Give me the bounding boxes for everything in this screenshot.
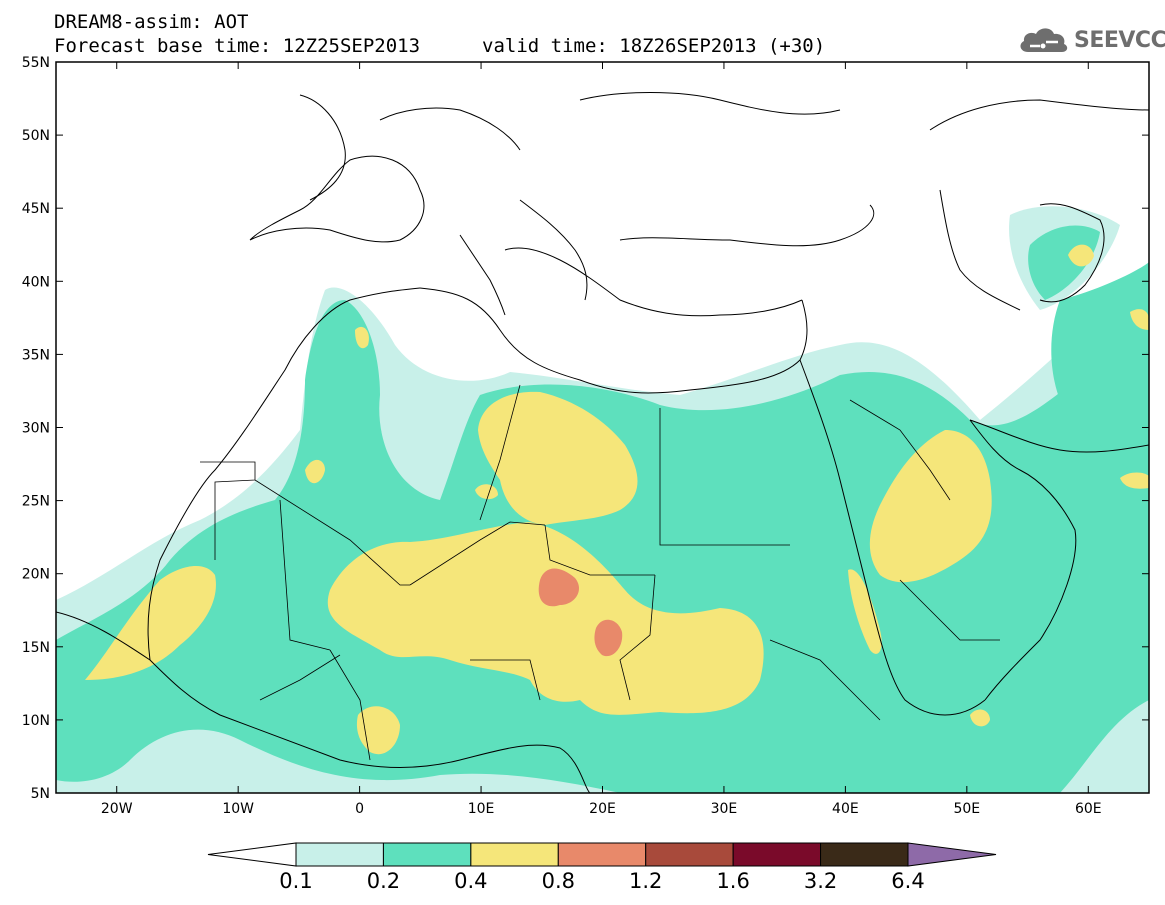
aot-band-0.4-caspian bbox=[1068, 244, 1094, 267]
colorbar-label: 0.8 bbox=[542, 869, 575, 893]
aot-band-0.8-chad-south bbox=[594, 619, 623, 657]
lat-tick-label: 55N bbox=[22, 55, 50, 71]
colorbar-under-arrow bbox=[207, 842, 297, 867]
latitude-axis: 55N 50N 45N 40N 35N 30N 25N 20N 15N 10N 5N bbox=[22, 55, 1149, 802]
valid-time: valid time: 18Z26SEP2013 (+30) bbox=[482, 35, 826, 57]
colorbar-box bbox=[820, 842, 909, 867]
colorbar-box bbox=[382, 842, 472, 867]
aot-band-0.2-caspian bbox=[1028, 225, 1100, 300]
lat-tick-label: 35N bbox=[22, 347, 50, 363]
colorbar-label: 1.2 bbox=[629, 869, 662, 893]
lon-tick-label: 20E bbox=[589, 801, 616, 817]
colorbar-box bbox=[645, 842, 734, 867]
country-borders bbox=[200, 384, 1000, 761]
aot-band-0.4-sahel bbox=[327, 522, 764, 715]
colorbar-label: 0.2 bbox=[367, 869, 400, 893]
colorbar-label: 1.6 bbox=[716, 869, 749, 893]
aot-band-0.2-east bbox=[1051, 262, 1149, 480]
lat-tick-label: 30N bbox=[22, 421, 50, 437]
lat-tick-label: 20N bbox=[22, 567, 50, 583]
aot-band-0.4-west bbox=[85, 565, 216, 680]
lon-tick-label: 10E bbox=[468, 801, 495, 817]
logo-text: SEEVCCC bbox=[1074, 28, 1165, 53]
lat-tick-label: 10N bbox=[22, 713, 50, 729]
colorbar-box bbox=[557, 842, 647, 867]
aot-band-0.4-pak bbox=[1120, 472, 1149, 489]
colorbar-label: 3.2 bbox=[804, 869, 837, 893]
colorbar-over-arrow bbox=[907, 842, 997, 867]
lat-tick-label: 25N bbox=[22, 494, 50, 510]
lon-tick-label: 10W bbox=[222, 801, 254, 817]
aot-band-0.4-alg bbox=[475, 484, 498, 500]
lon-tick-label: 40E bbox=[832, 801, 859, 817]
aot-band-0.4-morocco bbox=[355, 326, 369, 349]
forecast-base-time: Forecast base time: 12Z25SEP2013 bbox=[54, 35, 421, 57]
aot-band-0.4-somalia bbox=[970, 709, 990, 727]
aot-band-0.4-redsea bbox=[848, 569, 882, 654]
colorbar-label: 0.1 bbox=[279, 869, 312, 893]
aot-band-0.4-sahara-north bbox=[478, 391, 638, 525]
lon-tick-label: 60E bbox=[1075, 801, 1102, 817]
aot-field bbox=[56, 206, 1149, 793]
lat-tick-label: 5N bbox=[31, 786, 50, 802]
colorbar-box bbox=[470, 842, 559, 867]
aot-band-0.4-iran bbox=[1130, 309, 1149, 330]
lat-tick-label: 45N bbox=[22, 201, 50, 217]
lon-tick-label: 0 bbox=[355, 801, 364, 817]
lon-tick-label: 50E bbox=[953, 801, 980, 817]
aot-band-0.4-atlas bbox=[305, 459, 325, 484]
lat-tick-label: 50N bbox=[22, 128, 50, 144]
colorbar-box bbox=[295, 842, 384, 867]
cloud-icon bbox=[1020, 28, 1068, 52]
lon-tick-label: 20W bbox=[101, 801, 133, 817]
aot-band-0.4-arabia bbox=[869, 430, 992, 583]
seevccc-logo: SEEVCCC bbox=[1016, 22, 1165, 62]
aot-band-0.8-chad-north bbox=[538, 568, 580, 607]
colorbar-box bbox=[732, 842, 822, 867]
lon-tick-label: 30E bbox=[711, 801, 738, 817]
chart-title: DREAM8-assim: AOT bbox=[54, 11, 249, 33]
aot-band-0.4-benin bbox=[356, 706, 400, 755]
lat-tick-label: 15N bbox=[22, 640, 50, 656]
colorbar-label: 0.4 bbox=[454, 869, 487, 893]
longitude-axis: 20W 10W 0 10E 20E 30E 40E 50E 60E bbox=[101, 62, 1102, 817]
colorbar: 0.1 0.2 0.4 0.8 1.2 1.6 3.2 6.4 bbox=[207, 842, 997, 893]
colorbar-label: 6.4 bbox=[891, 869, 924, 893]
coastlines bbox=[56, 92, 1149, 793]
lat-tick-label: 40N bbox=[22, 274, 50, 290]
